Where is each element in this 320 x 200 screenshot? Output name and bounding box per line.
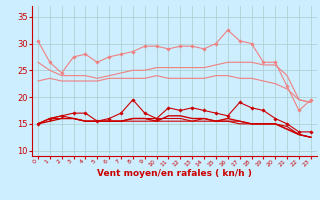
X-axis label: Vent moyen/en rafales ( kn/h ): Vent moyen/en rafales ( kn/h ) bbox=[97, 169, 252, 178]
